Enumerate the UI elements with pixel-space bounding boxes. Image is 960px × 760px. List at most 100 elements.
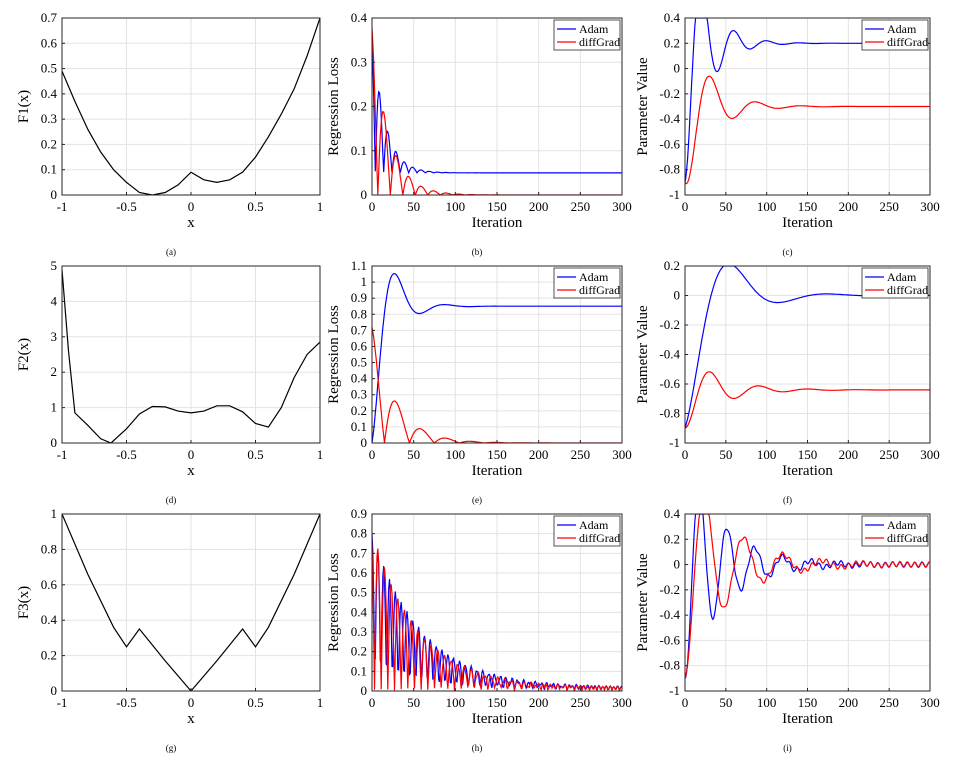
subplot-caption: (c)	[783, 247, 793, 257]
y-tick-label: 0.1	[351, 663, 367, 678]
legend-label: Adam	[887, 518, 917, 532]
legend-box	[553, 19, 621, 51]
subplot-e: 0 50 100 150 200 250 300 00.10.20.30.40.5 0.60.7…	[326, 258, 632, 505]
legend-label: diffGrad	[887, 531, 928, 545]
y-tick-label: 0.6	[41, 35, 58, 50]
x-tick-label: 1	[317, 695, 324, 710]
legend-label: diffGrad	[887, 35, 928, 49]
x-tick-label: 0	[188, 447, 195, 462]
y-tick-label: 0	[674, 557, 681, 572]
y-tick-label: 0.4	[351, 604, 368, 619]
y-axis-label: Regression Loss	[326, 57, 342, 156]
x-axis-label: x	[187, 711, 195, 727]
y-tick-label: 0.5	[351, 355, 367, 370]
x-tick-label: 150	[487, 199, 507, 214]
y-tick-label: -0.8	[659, 162, 680, 177]
y-tick-label: 1	[51, 506, 58, 521]
x-tick-label: 0.5	[247, 695, 263, 710]
x-tick-label: 200	[839, 695, 859, 710]
x-tick-label: 150	[798, 695, 818, 710]
y-tick-label: 0.3	[41, 111, 57, 126]
legend-label: Adam	[579, 270, 609, 284]
x-tick-label: 0	[682, 447, 689, 462]
y-tick-label: 0.2	[664, 258, 680, 273]
x-tick-label: 0.5	[247, 447, 263, 462]
y-tick-label: -0.8	[659, 406, 680, 421]
series-line-diffgrad	[685, 75, 930, 185]
x-tick-label: 200	[529, 199, 549, 214]
y-tick-label: 0.4	[41, 86, 58, 101]
x-axis-label: Iteration	[472, 463, 523, 479]
x-tick-label: 0	[369, 695, 376, 710]
subplot-caption: (h)	[472, 743, 483, 753]
y-tick-label: -0.4	[659, 347, 680, 362]
x-tick-label: 150	[487, 447, 507, 462]
y-tick-label: 0.5	[41, 61, 57, 76]
y-tick-label: 0.5	[351, 585, 367, 600]
subplot-h: 0 50 100 150 200 250 300 0 0.1 0.2 0.3 0.4 0.5 0.6 0.7…	[326, 506, 632, 753]
x-tick-label: 50	[407, 199, 420, 214]
x-axis-label: x	[187, 463, 195, 479]
legend-box	[553, 267, 621, 299]
x-tick-label: 250	[879, 199, 899, 214]
series-line-adam	[372, 33, 622, 175]
legend-label: Adam	[579, 518, 609, 532]
series-line-diffgrad	[685, 371, 930, 429]
x-tick-label: 50	[719, 447, 732, 462]
x-tick-label: 300	[920, 199, 940, 214]
x-tick-label: 1	[317, 199, 324, 214]
series-line-diffgrad	[685, 514, 930, 679]
x-tick-label: 300	[612, 199, 632, 214]
y-tick-label: -0.6	[659, 632, 680, 647]
y-tick-label: -0.6	[659, 136, 680, 151]
y-axis-label: Parameter Value	[635, 305, 651, 404]
x-tick-label: -0.5	[116, 447, 137, 462]
legend-label: diffGrad	[579, 35, 620, 49]
legend-label: Adam	[887, 270, 917, 284]
subplot-f: 0 50 100 150 200 250 300 -1 -0.8 -0.6 -0.4 -0.2 0 0.2…	[635, 258, 940, 505]
y-axis-label: Parameter Value	[635, 57, 651, 156]
legend-label: diffGrad	[579, 531, 620, 545]
x-tick-label: 250	[879, 447, 899, 462]
subplot-b: 0 50 100 150 200 250 300 0 0.1 0.2 0.3 0.4 Iteration…	[326, 10, 632, 257]
x-tick-label: -1	[57, 447, 68, 462]
y-tick-label: 5	[51, 258, 58, 273]
x-tick-label: 100	[757, 695, 777, 710]
y-tick-label: 0.4	[664, 10, 681, 25]
x-tick-label: 0	[188, 199, 195, 214]
y-tick-label: 0.2	[664, 35, 680, 50]
y-tick-label: 0.8	[41, 541, 57, 556]
y-tick-label: 4	[51, 293, 58, 308]
y-tick-label: -0.4	[659, 607, 680, 622]
y-tick-label: 0	[674, 61, 681, 76]
x-tick-label: 150	[798, 199, 818, 214]
y-tick-label: -0.4	[659, 111, 680, 126]
y-tick-label: 0	[51, 187, 58, 202]
x-tick-label: 50	[407, 447, 420, 462]
x-tick-label: 0	[369, 447, 376, 462]
x-tick-label: 0	[188, 695, 195, 710]
legend-box	[861, 19, 929, 51]
subplot-g: -1 -0.5 0 0.5 1 0 0.2 0.4 0.6 0.8 1 x F3(x) (g)	[16, 506, 323, 753]
x-tick-label: 250	[879, 695, 899, 710]
legend-label: Adam	[887, 22, 917, 36]
y-tick-label: -0.8	[659, 658, 680, 673]
x-tick-label: 100	[757, 199, 777, 214]
x-axis-label: Iteration	[472, 215, 523, 231]
legend-box	[861, 515, 929, 547]
y-tick-label: 0	[674, 288, 681, 303]
x-tick-label: 200	[839, 199, 859, 214]
x-tick-label: -1	[57, 695, 68, 710]
y-tick-label: 0.6	[351, 565, 368, 580]
series-line-diffgrad	[372, 542, 622, 691]
x-tick-label: 150	[798, 447, 818, 462]
y-tick-label: 0.3	[351, 54, 367, 69]
subplot-caption: (f)	[783, 495, 792, 505]
x-axis-label: Iteration	[782, 711, 833, 727]
y-tick-label: 0.2	[41, 648, 57, 663]
y-tick-label: 0.4	[664, 506, 681, 521]
y-tick-label: 0.2	[351, 99, 367, 114]
y-tick-label: 3	[51, 329, 58, 344]
